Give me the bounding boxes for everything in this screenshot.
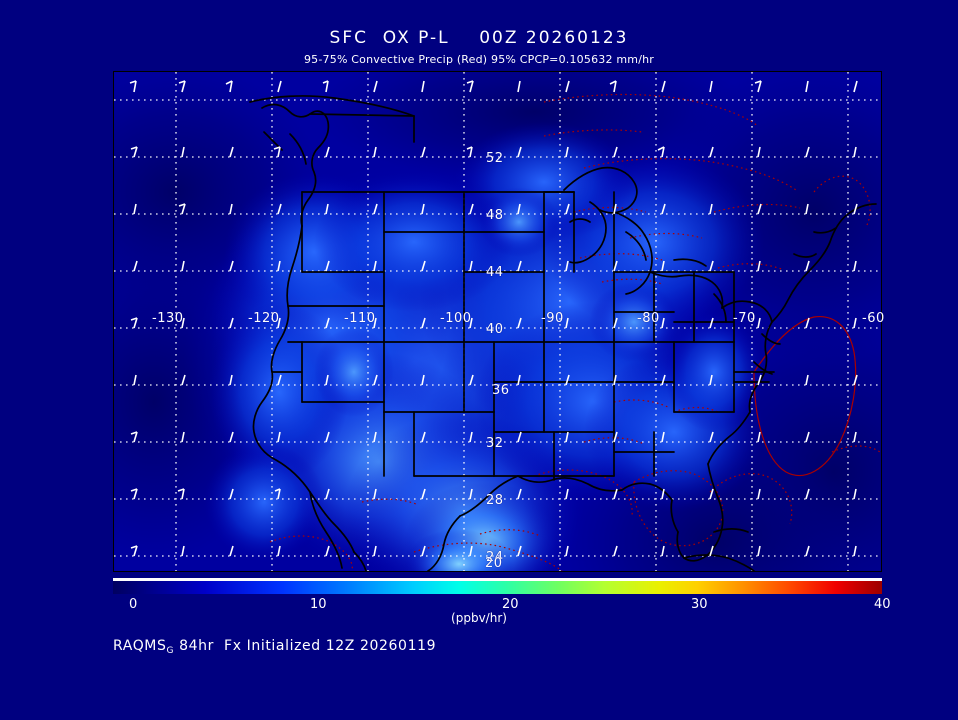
colorbar-top-rule (113, 578, 882, 581)
footer-caption: RAQMSG 84hr Fx Initialized 12Z 20260119 (113, 638, 437, 656)
footer-run-info: 84hr Fx Initialized 12Z 20260119 (174, 638, 437, 654)
field-bright (184, 122, 764, 571)
lat-label-48: 48 (486, 208, 504, 223)
lon-label-90: -90 (541, 311, 564, 326)
lat-label-32: 32 (486, 436, 504, 451)
lon-label-100: -100 (440, 311, 472, 326)
colorbar[interactable] (113, 578, 882, 594)
colorbar-tick-0: 0 (129, 597, 138, 612)
map-plot[interactable]: 52 48 44 40 36 32 28 24 (113, 71, 882, 572)
colorbar-unit-label: (ppbv/hr) (451, 611, 507, 625)
lon-label-60: -60 (862, 311, 885, 326)
map-canvas (114, 72, 881, 571)
wind-barbs (129, 80, 858, 557)
colorbar-gradient (113, 581, 882, 594)
footer-model-subscript: G (166, 646, 175, 656)
colorbar-tick-40: 40 (874, 597, 891, 612)
lon-label-70: -70 (733, 311, 756, 326)
lon-label-110: -110 (344, 311, 376, 326)
colorbar-tick-30: 30 (691, 597, 708, 612)
lat-label-24: 24 (486, 550, 504, 565)
lon-label-80: -80 (637, 311, 660, 326)
lat-label-20-bottom: 20 (485, 556, 503, 571)
page-title: SFC OX P-L 00Z 20260123 (329, 28, 629, 48)
page-subtitle: 95-75% Convective Precip (Red) 95% CPCP=… (303, 53, 655, 66)
colorbar-tick-20: 20 (502, 597, 519, 612)
lat-label-36: 36 (492, 383, 510, 398)
footer-model-name: RAQMS (113, 638, 167, 654)
lat-label-28: 28 (486, 493, 504, 508)
lon-label-130: -130 (152, 311, 184, 326)
lat-label-52: 52 (486, 151, 504, 166)
map-boundaries (249, 95, 877, 571)
lat-label-40: 40 (486, 322, 504, 337)
lat-label-44: 44 (486, 265, 504, 280)
convective-precip-contours (269, 93, 881, 571)
colorbar-tick-10: 10 (310, 597, 327, 612)
lon-label-120: -120 (248, 311, 280, 326)
